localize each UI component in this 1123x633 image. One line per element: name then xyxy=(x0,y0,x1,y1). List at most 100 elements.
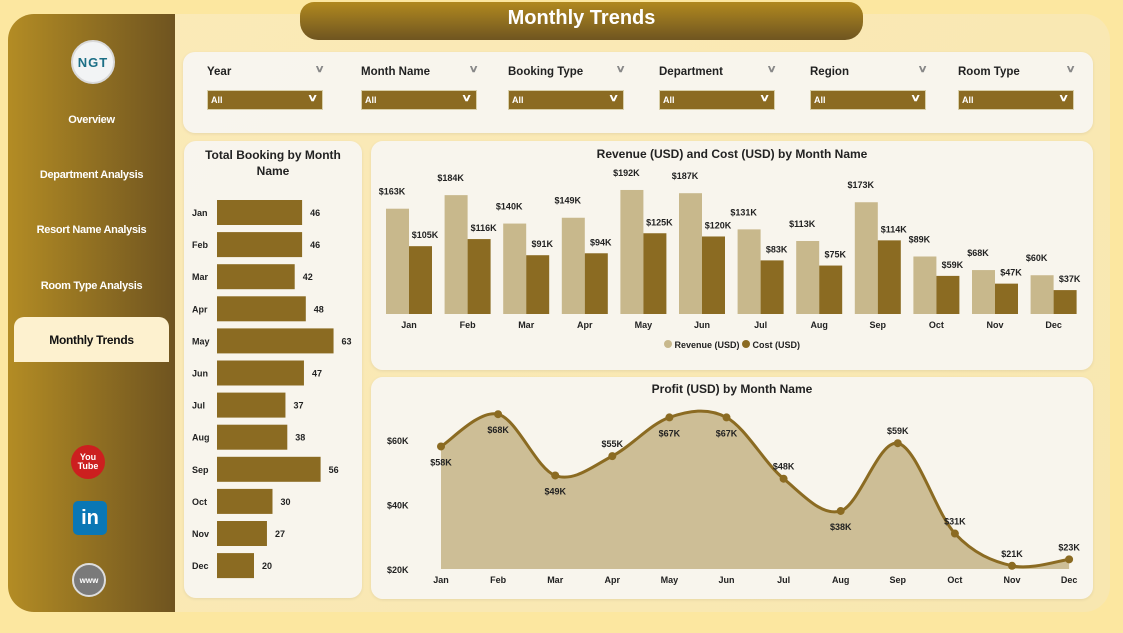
category-label: Sep xyxy=(870,320,887,330)
cost-bar xyxy=(526,255,550,314)
chevron-down-icon[interactable]: ∨ xyxy=(468,64,479,75)
data-label: $173K xyxy=(848,180,875,190)
data-label: $113K xyxy=(789,219,816,229)
booking-bar xyxy=(217,232,303,258)
category-label: Oct xyxy=(929,320,944,330)
revenue-bar xyxy=(444,195,468,314)
profit-point xyxy=(893,439,902,448)
booking-bar xyxy=(217,488,273,514)
data-label: $48K xyxy=(773,462,795,472)
filter-label: Booking Type ∨ xyxy=(508,64,626,82)
filter-room-type[interactable]: Room Type ∨ All ∨ xyxy=(958,64,1076,110)
chevron-down-icon[interactable]: ∨ xyxy=(1065,64,1076,75)
profit-point xyxy=(608,452,617,461)
filter-label-text: Region xyxy=(810,66,849,78)
nav-room-type-analysis[interactable]: Room Type Analysis xyxy=(40,280,143,292)
data-label: $21K xyxy=(1001,549,1023,559)
data-label: $114K xyxy=(881,224,908,234)
chevron-down-icon[interactable]: ∨ xyxy=(917,64,928,75)
filter-dropdown[interactable]: All ∨ xyxy=(810,90,926,110)
filter-booking-type[interactable]: Booking Type ∨ All ∨ xyxy=(508,64,626,110)
category-label: Nov xyxy=(1003,575,1020,585)
category-label: May xyxy=(635,320,653,330)
cost-bar xyxy=(819,265,843,314)
data-label: $75K xyxy=(824,250,846,260)
nav-monthly-trends[interactable]: Monthly Trends xyxy=(14,317,169,362)
filter-value: All xyxy=(962,95,974,105)
data-label: 47 xyxy=(312,369,322,379)
youtube-icon[interactable]: You Tube xyxy=(71,445,105,479)
data-label: 27 xyxy=(275,529,285,539)
filter-department[interactable]: Department ∨ All ∨ xyxy=(659,64,777,110)
legend-revenue: Revenue (USD) xyxy=(674,340,740,350)
chart-title: Revenue (USD) and Cost (USD) by Month Na… xyxy=(596,147,868,161)
category-label: Jun xyxy=(694,320,710,330)
nav-resort-name-analysis[interactable]: Resort Name Analysis xyxy=(36,224,147,236)
data-label: $184K xyxy=(437,173,464,183)
data-label: 30 xyxy=(281,497,291,507)
category-label: Jul xyxy=(192,401,205,411)
profit-point xyxy=(551,471,560,480)
ngt-logo: NGT xyxy=(71,40,115,84)
cost-bar xyxy=(760,260,784,314)
revenue-cost-chart: $163K $105K Jan $184K $116K Feb $140K $91K Mar $1… xyxy=(379,168,1081,330)
chevron-down-icon[interactable]: ∨ xyxy=(615,64,626,75)
category-label: Nov xyxy=(986,320,1003,330)
category-label: Aug xyxy=(810,320,828,330)
chevron-down-icon: ∨ xyxy=(460,93,472,104)
data-label: $23K xyxy=(1058,542,1080,552)
revenue-bar xyxy=(679,193,702,314)
legend-revenue-swatch xyxy=(663,340,672,348)
filter-dropdown[interactable]: All ∨ xyxy=(361,90,477,110)
filter-dropdown[interactable]: All ∨ xyxy=(958,90,1074,110)
filter-label-text: Booking Type xyxy=(508,66,584,78)
category-label: Jul xyxy=(754,320,767,330)
category-label: Jan xyxy=(192,208,208,218)
data-label: $94K xyxy=(590,237,612,247)
data-label: 38 xyxy=(295,433,305,443)
cost-bar xyxy=(1053,290,1077,314)
profit-point xyxy=(437,442,445,451)
filter-dropdown[interactable]: All ∨ xyxy=(207,90,323,110)
chevron-down-icon[interactable]: ∨ xyxy=(766,64,777,75)
chevron-down-icon[interactable]: ∨ xyxy=(314,64,325,75)
chevron-down-icon: ∨ xyxy=(306,93,318,104)
profit-point xyxy=(494,410,503,419)
data-label: $163K xyxy=(379,187,406,197)
profit-point xyxy=(779,474,788,483)
filter-label: Room Type ∨ xyxy=(958,64,1076,82)
data-label: 46 xyxy=(310,240,320,250)
booking-bar xyxy=(217,296,306,322)
category-label: Oct xyxy=(192,497,207,507)
filter-panel: Year ∨ All ∨ Month Name ∨ All ∨ Booking Type ∨ … xyxy=(183,52,1093,133)
globe-icon[interactable]: www xyxy=(72,563,106,597)
filter-label-text: Month Name xyxy=(361,66,430,78)
category-label: Sep xyxy=(192,465,209,475)
booking-bar xyxy=(217,264,295,290)
filter-dropdown[interactable]: All ∨ xyxy=(659,90,775,110)
data-label: $47K xyxy=(1000,268,1022,278)
filter-year[interactable]: Year ∨ All ∨ xyxy=(207,64,325,110)
category-label: Dec xyxy=(1045,320,1062,330)
category-label: May xyxy=(192,336,210,346)
category-label: Feb xyxy=(192,240,209,250)
category-label: Jul xyxy=(777,575,790,585)
linkedin-icon[interactable]: in xyxy=(73,501,107,535)
booking-bar xyxy=(217,392,286,418)
filter-region[interactable]: Region ∨ All ∨ xyxy=(810,64,928,110)
revenue-bar xyxy=(620,189,644,314)
profit-point xyxy=(950,529,959,538)
filter-dropdown[interactable]: All ∨ xyxy=(508,90,624,110)
filter-value: All xyxy=(365,95,377,105)
cost-bar xyxy=(702,236,725,314)
filter-value: All xyxy=(814,95,826,105)
nav-department-analysis[interactable]: Department Analysis xyxy=(39,169,144,181)
chevron-down-icon: ∨ xyxy=(1057,93,1069,104)
cost-bar xyxy=(936,275,960,314)
nav-overview[interactable]: Overview xyxy=(68,114,115,126)
y-tick-label: $60K xyxy=(387,436,409,446)
data-label: $59K xyxy=(942,260,964,270)
filter-month-name[interactable]: Month Name ∨ All ∨ xyxy=(361,64,479,110)
chevron-down-icon: ∨ xyxy=(607,93,619,104)
booking-bar xyxy=(217,456,321,482)
